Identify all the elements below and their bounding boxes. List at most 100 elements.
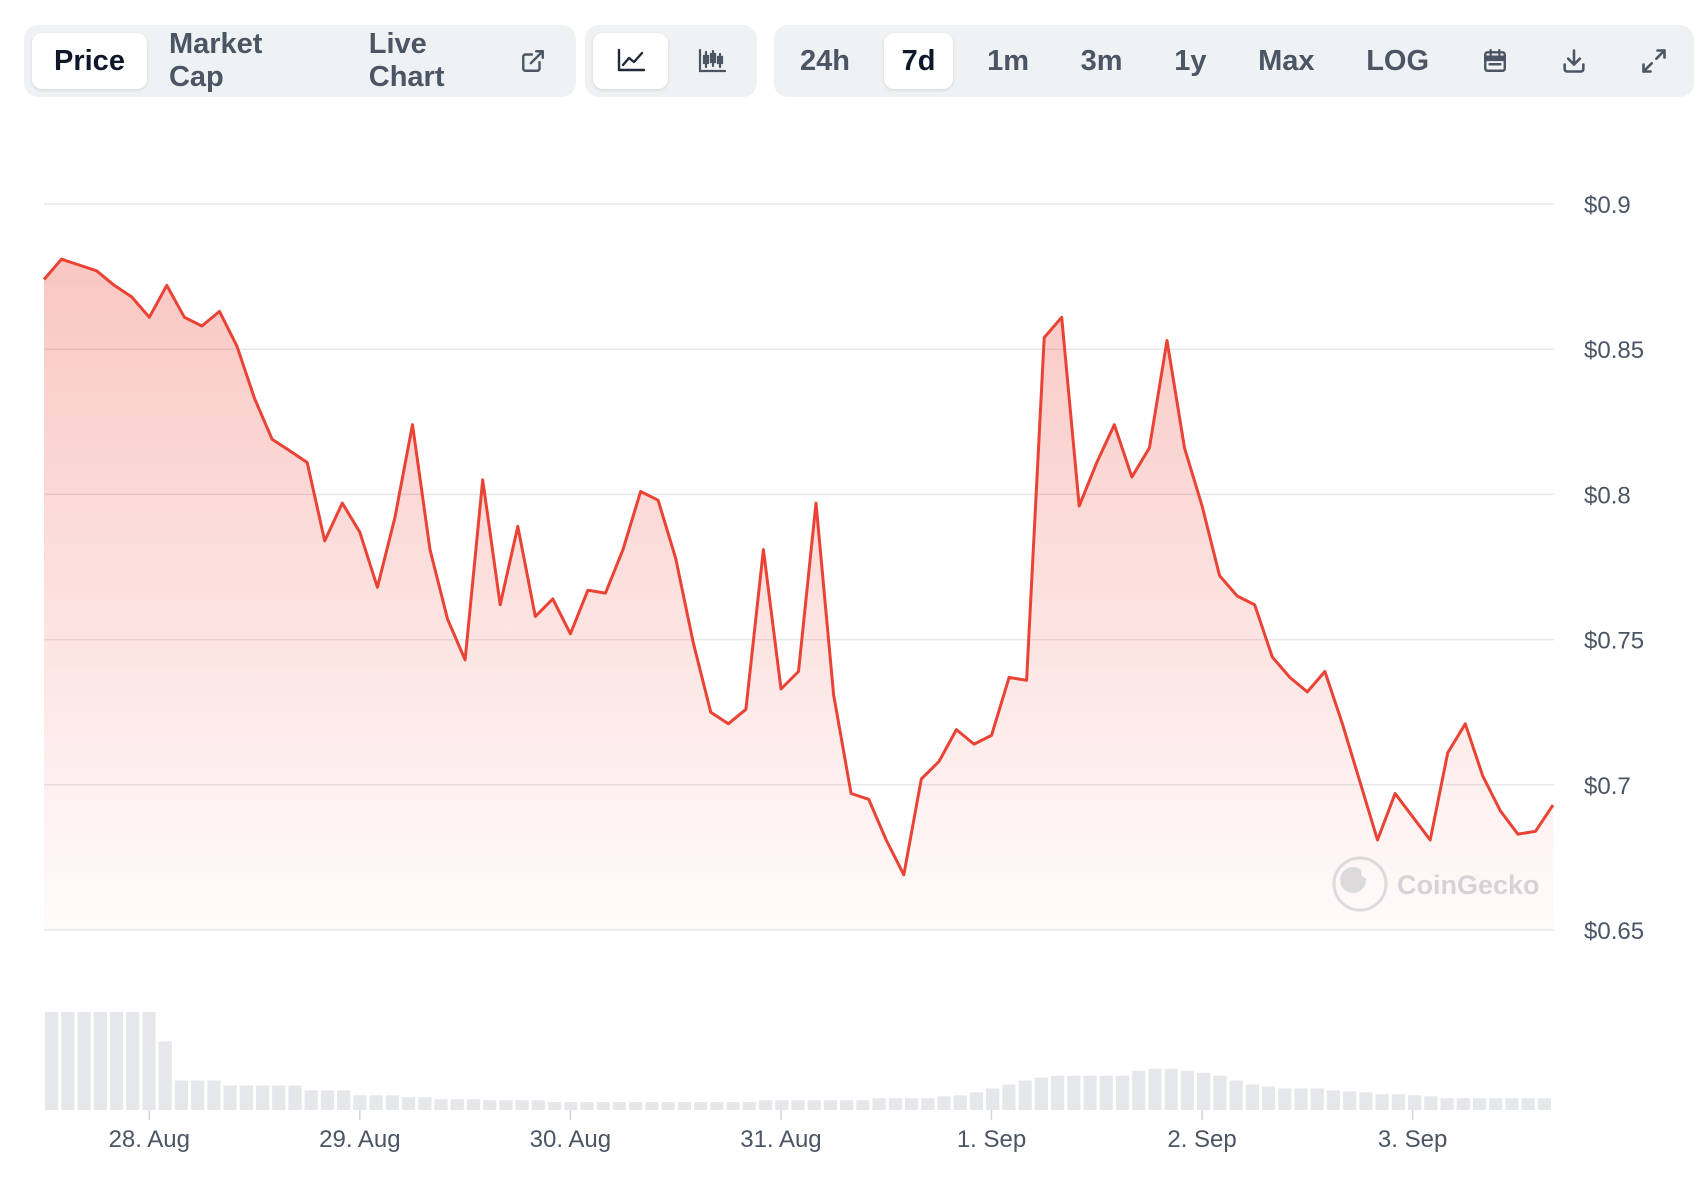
volume-bar — [758, 1100, 773, 1110]
external-link-icon — [520, 48, 546, 74]
watermark-text: CoinGecko — [1397, 870, 1540, 900]
volume-bar — [255, 1085, 270, 1110]
volume-bar — [223, 1085, 237, 1110]
volume-bar — [239, 1085, 253, 1110]
range-3m-button[interactable]: 3m — [1080, 44, 1123, 77]
volume-bar — [126, 1012, 140, 1110]
volume-bar — [1424, 1096, 1438, 1110]
download-icon — [1560, 47, 1588, 75]
volume-bar — [888, 1098, 902, 1110]
volume-bar — [677, 1102, 692, 1110]
volume-bar — [401, 1097, 416, 1110]
volume-bar — [1180, 1070, 1195, 1110]
volume-bar — [158, 1041, 172, 1110]
volume-bar — [77, 1012, 91, 1110]
y-tick-label: $0.7 — [1584, 773, 1631, 800]
volume-bar — [385, 1095, 399, 1110]
volume-bar — [1164, 1068, 1178, 1110]
volume-bar — [1472, 1098, 1487, 1110]
y-tick-label: $0.75 — [1584, 628, 1644, 655]
expand-icon — [1640, 47, 1668, 75]
volume-bar — [807, 1100, 821, 1110]
volume-bar — [191, 1080, 205, 1110]
volume-bar — [1051, 1075, 1065, 1110]
volume-bar — [1489, 1098, 1503, 1110]
volume-bar — [904, 1098, 919, 1110]
volume-bar — [288, 1085, 302, 1110]
volume-bar — [1375, 1094, 1389, 1110]
log-scale-button[interactable]: LOG — [1366, 44, 1430, 77]
volume-bar — [353, 1095, 367, 1110]
volume-bar — [775, 1100, 789, 1110]
volume-bar — [483, 1100, 497, 1110]
volume-bar — [369, 1095, 383, 1110]
volume-bar — [61, 1012, 75, 1110]
volume-bar — [1132, 1070, 1146, 1110]
metric-tab-group: Price Market Cap Live Chart — [24, 25, 576, 97]
coingecko-watermark: CoinGecko — [1332, 856, 1540, 912]
y-axis: $0.9 $0.85 $0.8 $0.75 $0.7 $0.65 — [1584, 192, 1644, 945]
range-1m-button[interactable]: 1m — [987, 44, 1030, 77]
date-picker-button[interactable] — [1463, 33, 1527, 89]
volume-bar — [726, 1102, 740, 1110]
volume-bar — [337, 1090, 351, 1110]
volume-bar — [629, 1102, 643, 1110]
volume-bar — [1229, 1080, 1243, 1110]
volume-bar — [1148, 1068, 1162, 1110]
volume-bar — [1002, 1084, 1016, 1110]
volume-bar — [1326, 1090, 1341, 1110]
x-tick-label: 28. Aug — [109, 1126, 190, 1153]
volume-bar — [418, 1097, 432, 1110]
calendar-icon — [1482, 48, 1508, 74]
volume-bar — [1197, 1072, 1211, 1110]
volume-bar — [791, 1100, 805, 1110]
volume-bar — [1261, 1086, 1276, 1110]
candlestick-chart-button[interactable] — [674, 33, 749, 89]
volume-bar — [969, 1092, 984, 1110]
x-tick-label: 3. Sep — [1378, 1126, 1447, 1153]
tab-live-chart[interactable]: Live Chart — [347, 28, 568, 93]
volume-bar — [1034, 1077, 1048, 1110]
volume-bars — [45, 1012, 1551, 1110]
y-tick-label: $0.8 — [1584, 482, 1631, 509]
volume-bar — [548, 1102, 562, 1110]
x-tick-label: 1. Sep — [957, 1126, 1026, 1153]
volume-bar — [1440, 1098, 1454, 1110]
volume-bar — [466, 1099, 481, 1110]
volume-bar — [921, 1098, 935, 1110]
line-chart-button[interactable] — [593, 33, 668, 89]
volume-bar — [856, 1100, 870, 1110]
fullscreen-button[interactable] — [1622, 33, 1686, 89]
x-tick-label: 29. Aug — [319, 1126, 400, 1153]
volume-bar — [499, 1100, 513, 1110]
tab-market-cap[interactable]: Market Cap — [168, 28, 263, 93]
volume-bar — [515, 1100, 529, 1110]
volume-bar — [1099, 1075, 1113, 1110]
tab-price[interactable]: Price — [32, 33, 147, 89]
x-tick-label: 31. Aug — [740, 1126, 821, 1153]
volume-bar — [840, 1100, 854, 1110]
volume-bar — [742, 1102, 756, 1110]
price-area — [44, 259, 1553, 930]
volume-bar — [1294, 1088, 1308, 1110]
range-max-button[interactable]: Max — [1258, 44, 1315, 77]
volume-bar — [937, 1096, 951, 1110]
volume-bar — [142, 1012, 156, 1110]
volume-bar — [872, 1098, 886, 1110]
range-1y-button[interactable]: 1y — [1174, 44, 1207, 77]
live-chart-label: Live Chart — [368, 28, 445, 93]
range-24h-button[interactable]: 24h — [800, 44, 850, 77]
line-chart-icon — [616, 48, 646, 74]
volume-bar — [434, 1099, 448, 1110]
volume-bar — [1083, 1075, 1097, 1110]
volume-bar — [1343, 1091, 1357, 1110]
download-button[interactable] — [1542, 33, 1606, 89]
volume-bar — [1213, 1075, 1227, 1110]
volume-bar — [661, 1102, 675, 1110]
range-7d-button[interactable]: 7d — [883, 33, 954, 89]
volume-bar — [1310, 1088, 1324, 1110]
volume-bar — [612, 1102, 627, 1110]
volume-bar — [93, 1012, 107, 1110]
chart-style-group — [585, 25, 757, 97]
